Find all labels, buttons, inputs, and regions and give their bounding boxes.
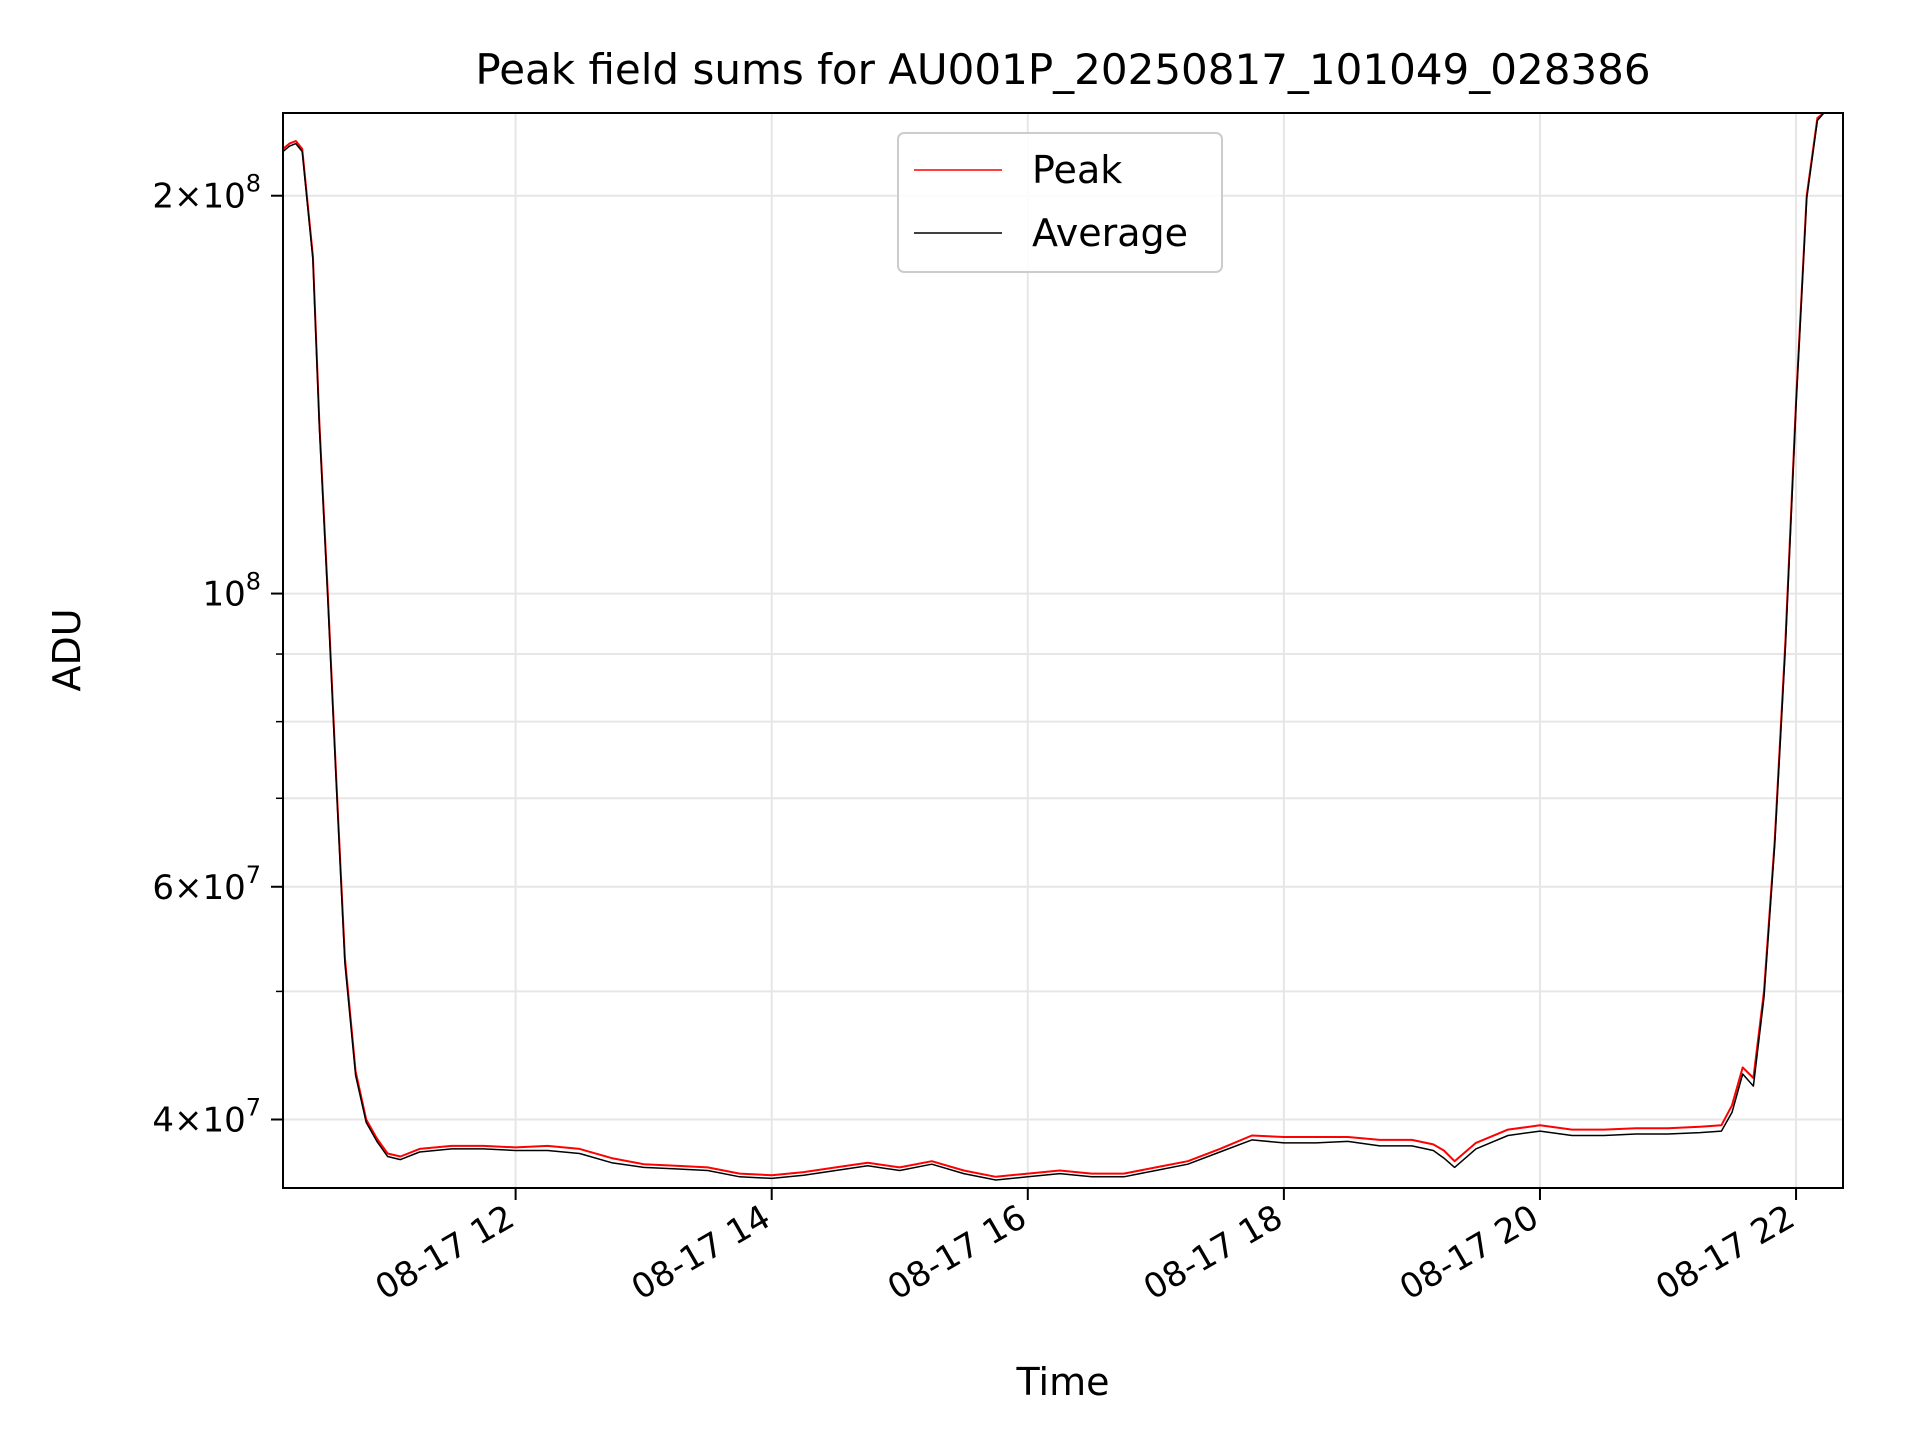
legend-label-average: Average bbox=[1032, 211, 1188, 255]
series-layer bbox=[283, 113, 1825, 1181]
y-tick-label: 2×108 bbox=[152, 170, 261, 217]
legend: Peak Average bbox=[897, 132, 1223, 273]
plot-frame bbox=[282, 112, 1844, 1189]
y-tick-label: 6×107 bbox=[152, 861, 261, 908]
y-tick-label: 108 bbox=[202, 568, 261, 615]
legend-box bbox=[897, 132, 1223, 273]
y-axis-label: ADU bbox=[45, 608, 89, 691]
chart-title: Peak field sums for AU001P_20250817_1010… bbox=[475, 45, 1650, 94]
legend-label-peak: Peak bbox=[1032, 148, 1122, 192]
series-line-peak bbox=[283, 113, 1825, 1178]
x-axis-label: Time bbox=[1016, 1360, 1110, 1404]
series-line-average bbox=[283, 113, 1825, 1181]
y-tick-label: 4×107 bbox=[152, 1093, 261, 1140]
